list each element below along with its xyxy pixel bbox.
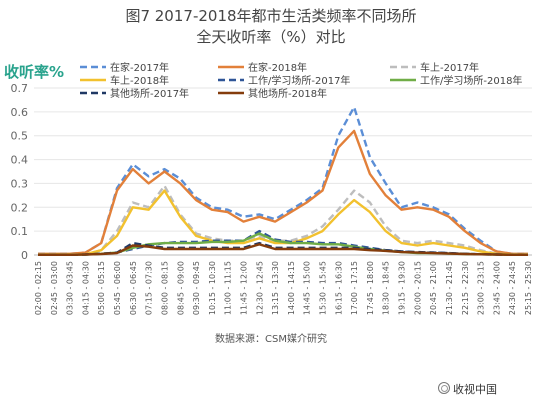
x-tick-label: 17:00 - 17:15 — [350, 261, 359, 315]
x-tick-label: 02:45 - 03:00 — [50, 261, 59, 315]
x-tick-label: 02:00 - 02:15 — [34, 261, 43, 315]
x-tick-label: 11:00 - 11:15 — [224, 261, 233, 315]
chart-title-line2: 全天收听率（%）对比 — [196, 28, 346, 46]
x-tick-label: 11:45 - 12:00 — [239, 261, 248, 315]
x-tick-label: 21:30 - 21:45 — [445, 261, 454, 315]
y-tick-label: 0.6 — [11, 106, 29, 119]
x-tick-label: 07:15 - 07:30 — [145, 261, 154, 315]
legend-label: 其他场所-2018年 — [248, 87, 327, 100]
x-tick-label: 25:15 - 25:30 — [524, 261, 533, 315]
legend-label: 工作/学习场所-2017年 — [248, 74, 350, 87]
x-tick-label: 09:30 - 09:45 — [192, 261, 201, 315]
legend-label: 车上-2018年 — [110, 74, 169, 87]
legend-label: 车上-2017年 — [420, 61, 479, 74]
watermark-text: 收视中国 — [453, 383, 497, 396]
x-tick-label: 06:30 - 06:45 — [129, 261, 138, 315]
x-tick-label: 22:15 - 22:30 — [461, 261, 470, 315]
x-tick-label: 13:15 - 13:30 — [271, 261, 280, 315]
x-tick-label: 15:30 - 15:45 — [319, 261, 328, 315]
x-tick-label: 20:00 - 20:15 — [413, 261, 422, 315]
legend-label: 工作/学习场所-2018年 — [420, 74, 522, 87]
x-tick-label: 14:00 - 14:15 — [287, 261, 296, 315]
legend-label: 在家-2018年 — [248, 61, 307, 74]
series-line — [38, 243, 528, 257]
y-tick-label: 0.4 — [11, 154, 29, 167]
series-line — [38, 105, 528, 256]
x-tick-label: 14:45 - 15:00 — [303, 261, 312, 315]
x-tick-label: 23:00 - 23:15 — [477, 261, 486, 315]
x-tick-label: 23:45 - 24:00 — [492, 261, 501, 315]
x-tick-label: 03:30 - 03:45 — [66, 261, 75, 315]
line-chart: 0 0.1 0.2 0.3 0.4 0.5 0.6 0.7 02:00 - 02:15 02:45… — [11, 61, 534, 315]
x-tick-label: 16:15 - 16:30 — [334, 261, 343, 315]
x-tick-label: 10:15 - 10:30 — [208, 261, 217, 315]
legend-label: 其他场所-2017年 — [110, 87, 189, 100]
wechat-logo-icon — [438, 382, 450, 394]
x-tick-label: 24:30 - 24:45 — [508, 261, 517, 315]
y-tick-label: 0.2 — [11, 201, 29, 214]
x-tick-label: 19:15 - 19:30 — [398, 261, 407, 315]
x-tick-label: 18:30 - 18:45 — [382, 261, 391, 315]
x-tick-label: 12:30 - 12:45 — [255, 261, 264, 315]
legend-label: 在家-2017年 — [110, 61, 169, 74]
x-tick-label: 08:45 - 09:00 — [176, 261, 185, 315]
y-tick-label: 0 — [21, 249, 28, 262]
y-tick-label: 0.5 — [11, 130, 29, 143]
x-tick-label: 04:15 - 04:30 — [81, 261, 90, 315]
y-axis-label: 收听率% — [4, 63, 65, 81]
x-tick-label: 17:45 - 18:00 — [366, 261, 375, 315]
data-source-note: 数据来源：CSM媒介研究 — [215, 334, 327, 345]
y-tick-label: 0.7 — [11, 82, 29, 95]
x-tick-label: 05:00 - 05:15 — [97, 261, 106, 315]
x-tick-label: 05:45 - 06:00 — [113, 261, 122, 315]
series-line — [38, 129, 528, 256]
y-tick-label: 0.3 — [11, 177, 29, 190]
x-tick-label: 08:00 - 08:15 — [160, 261, 169, 315]
chart-title-line1: 图7 2017-2018年都市生活类频率不同场所 — [125, 7, 417, 25]
x-tick-label: 20:45 - 21:00 — [429, 261, 438, 315]
y-tick-label: 0.1 — [11, 225, 29, 238]
